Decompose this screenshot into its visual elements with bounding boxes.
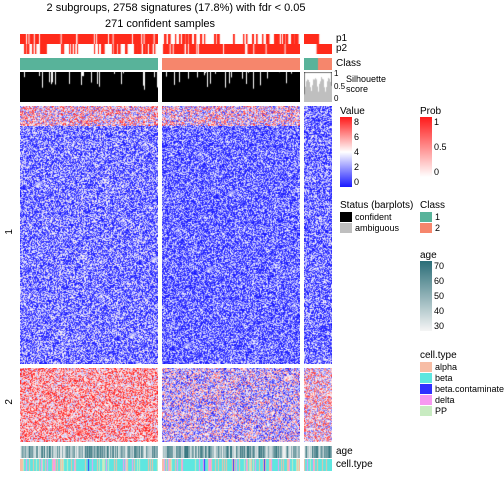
title-sub: 271 confident samples [20,18,300,30]
legend-status: Status (barplots)confidentambiguous [340,200,413,233]
heat-1-2-top [162,106,300,126]
sil-summary [304,72,332,102]
heat-2-1 [20,368,158,442]
p2-summary [304,44,332,54]
sil-1 [20,72,158,102]
p2-bar-1 [20,44,158,54]
class-summary [304,58,332,70]
legend-class: Class12 [420,200,445,233]
p1-bar-2 [162,34,300,44]
label-celltype: cell.type [336,459,373,470]
title-main: 2 subgroups, 2758 signatures (17.8%) wit… [20,2,332,14]
p1-summary [304,34,332,44]
rowlabel-1: 1 [4,229,15,235]
legend-prob: Prob10.50 [420,106,441,177]
cell-s [304,459,332,471]
sil-2 [162,72,300,102]
age-1 [20,446,158,458]
label-age: age [336,446,353,457]
heat-2-s [304,368,332,442]
heat-1-1-top [20,106,158,126]
age-s [304,446,332,458]
rowlabel-2: 2 [4,399,15,405]
class-bar-1 [20,58,158,70]
cell-1 [20,459,158,471]
heat-1-s [304,106,332,364]
p2-bar-2 [162,44,300,54]
legend-celltype: cell.typealphabetabeta.contaminateddelta… [420,350,504,416]
age-2 [162,446,300,458]
p1-bar-1 [20,34,158,44]
cell-2 [162,459,300,471]
label-p2: p2 [336,43,347,54]
heat-1-2 [162,106,300,364]
legend-age: age7060504030 [420,250,437,331]
label-class: Class [336,58,361,69]
heat-1-1 [20,106,158,364]
class-bar-2 [162,58,300,70]
legend-value: Value86420 [340,106,365,187]
heat-2-2 [162,368,300,442]
